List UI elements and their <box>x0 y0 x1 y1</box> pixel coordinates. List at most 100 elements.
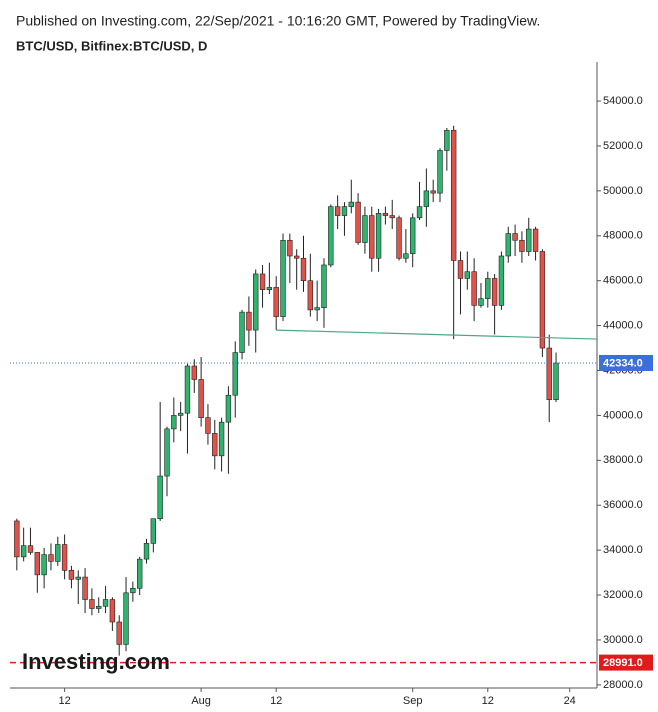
y-tick-label: 36000.0 <box>603 499 643 511</box>
candle-body <box>369 215 375 259</box>
candle-body <box>55 544 61 562</box>
chart-subtitle: Published on Investing.com, 22/Sep/2021 … <box>16 13 540 29</box>
candle-body <box>362 215 368 243</box>
candle-body <box>150 518 157 544</box>
candle-body <box>191 365 197 380</box>
candle-body <box>130 588 136 594</box>
price-label: 42334.0 <box>603 357 643 369</box>
candle-body <box>526 228 532 252</box>
y-tick-label: 38000.0 <box>603 454 643 466</box>
candle-body <box>355 201 361 243</box>
y-tick-label: 40000.0 <box>603 409 643 421</box>
candle-body <box>348 201 354 207</box>
x-tick-label: 24 <box>564 695 576 707</box>
candle-body <box>41 554 47 576</box>
candle-body <box>34 552 40 576</box>
candle-body <box>89 599 95 609</box>
candle-body <box>123 592 129 645</box>
candle-body <box>102 599 109 607</box>
candle-body <box>232 352 238 396</box>
candle-body <box>478 298 484 306</box>
y-tick-label: 32000.0 <box>603 589 643 601</box>
candle-body <box>430 190 436 194</box>
candle-body <box>205 417 211 434</box>
candle-body <box>96 605 102 609</box>
candle-body <box>416 206 423 219</box>
candle-body <box>396 217 402 259</box>
logo: Investing.com <box>22 649 170 674</box>
candle-body <box>471 271 477 306</box>
candle-body <box>280 239 286 317</box>
y-tick-label: 34000.0 <box>603 544 643 556</box>
candle-body <box>246 311 252 331</box>
candle-body <box>273 287 279 317</box>
candle-body <box>505 233 511 257</box>
candle-body <box>539 251 546 349</box>
candle-body <box>68 570 75 580</box>
candle-body <box>48 554 54 562</box>
candle-body <box>75 576 81 580</box>
candle-body <box>457 260 464 279</box>
x-tick-label: Sep <box>403 695 423 707</box>
candle-body <box>321 264 327 308</box>
candle-body <box>300 257 307 281</box>
candle-body <box>198 379 204 418</box>
candle-body <box>177 412 184 416</box>
candle-body <box>157 475 163 520</box>
candle-body <box>143 543 150 560</box>
candle-body <box>403 253 409 259</box>
candle-body <box>444 129 450 151</box>
candle-body <box>498 255 505 306</box>
candle-body <box>287 239 293 257</box>
y-tick-label: 30000.0 <box>603 634 643 646</box>
price-label: 28991.0 <box>603 657 643 669</box>
candle-body <box>27 545 34 553</box>
candle-body <box>382 213 389 216</box>
candle-body <box>532 228 539 252</box>
candle-body <box>423 190 430 207</box>
price-label-box <box>599 355 653 372</box>
candle-body <box>253 273 259 331</box>
candle-body <box>410 217 416 255</box>
candle-body <box>82 576 88 600</box>
candle-body <box>375 213 382 259</box>
candle-body <box>341 206 348 216</box>
y-tick-label: 44000.0 <box>603 320 643 332</box>
candle-body <box>314 307 320 311</box>
candle-body <box>61 544 68 571</box>
candle-body <box>14 520 20 558</box>
y-tick-label: 52000.0 <box>603 140 643 152</box>
candle-body <box>136 558 143 589</box>
candle-body <box>218 421 225 457</box>
candle-body <box>389 215 395 219</box>
candle-body <box>293 255 300 259</box>
x-tick-label: 12 <box>482 695 494 707</box>
candle-body <box>450 129 457 261</box>
candle-body <box>491 278 498 306</box>
y-tick-label: 54000.0 <box>603 95 643 107</box>
trendline <box>276 329 598 340</box>
candle-body <box>437 150 443 194</box>
candle-body <box>266 287 273 290</box>
candle-body <box>464 271 471 279</box>
candle-body <box>553 362 559 400</box>
candle-body <box>334 206 341 216</box>
candle-body <box>259 273 266 290</box>
candle-body <box>184 365 191 414</box>
candle-body <box>512 233 518 241</box>
y-tick-label: 46000.0 <box>603 275 643 287</box>
candle-body <box>328 206 334 266</box>
x-tick-label: 12 <box>270 695 282 707</box>
price-label-box <box>599 654 653 671</box>
y-tick-label: 28000.0 <box>603 679 643 691</box>
candle-body <box>116 621 122 645</box>
y-tick-label: 50000.0 <box>603 185 643 197</box>
candle-body <box>171 415 177 430</box>
candle-body <box>20 545 27 558</box>
candle-body <box>307 280 314 311</box>
candle-body <box>225 394 232 423</box>
candle-body <box>109 599 116 623</box>
candle-body <box>164 428 170 477</box>
chart-title: BTC/USD, Bitfinex:BTC/USD, D <box>16 38 207 53</box>
